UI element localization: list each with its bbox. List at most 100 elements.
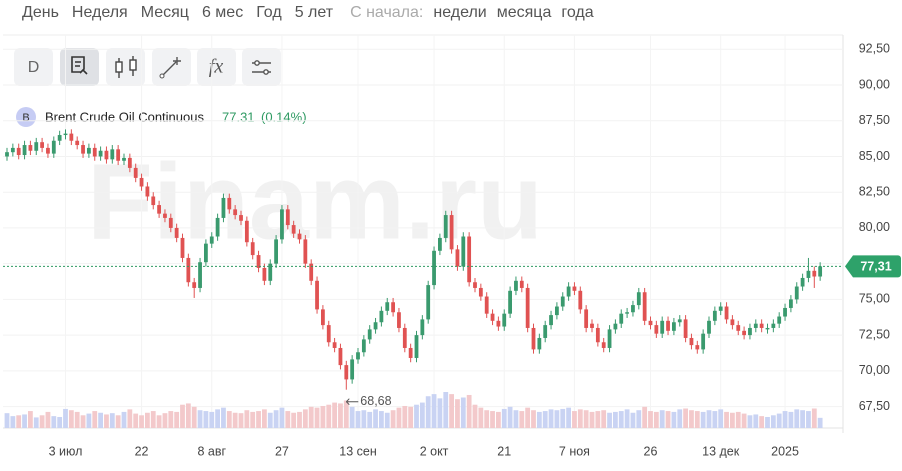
candle-body (549, 315, 553, 326)
candle-body (666, 320, 670, 331)
candle-body (730, 319, 735, 326)
candle-body (256, 255, 261, 268)
volume-bar (86, 413, 92, 428)
volume-bar (730, 412, 735, 428)
candle-body (519, 280, 524, 288)
volume-bar (51, 416, 57, 428)
candle-body (34, 142, 39, 151)
x-tick-label: 13 дек (702, 444, 740, 458)
volume-bar (168, 411, 174, 428)
candle-body (461, 236, 466, 267)
period-option[interactable]: 6 мес (202, 4, 243, 21)
y-tick-label: 80,00 (859, 220, 890, 234)
volume-bar (98, 412, 103, 428)
candle-body (800, 277, 805, 287)
volume-bar (689, 410, 694, 428)
candle-body (285, 209, 290, 226)
candle-body (455, 249, 460, 267)
volume-bar (4, 413, 10, 428)
candle-body (280, 209, 284, 240)
volume-bar (694, 411, 700, 428)
since-option[interactable]: года (561, 4, 593, 21)
candle-body (157, 205, 161, 214)
candle-body (350, 359, 355, 380)
candle-body (484, 296, 489, 314)
volume-bar (285, 411, 291, 428)
candle-body (660, 320, 665, 334)
volume-bar (577, 409, 583, 428)
candle-body (695, 345, 700, 350)
candle-body (402, 327, 407, 348)
volume-bar (800, 410, 805, 428)
volume-bar (279, 407, 285, 428)
volume-bar (250, 411, 256, 428)
since-option[interactable]: месяца (497, 4, 552, 21)
volume-bar (332, 402, 337, 428)
volume-bar (759, 416, 765, 428)
template-button[interactable] (60, 48, 99, 86)
interval-label: D (28, 59, 40, 76)
candle-body (613, 323, 618, 330)
settings-button[interactable] (242, 48, 281, 86)
candle-body (5, 152, 9, 157)
since-option[interactable]: недели (433, 4, 486, 21)
volume-bar (232, 412, 238, 428)
candle-body (572, 286, 577, 291)
period-option[interactable]: 5 лет (295, 4, 334, 21)
volume-bar (648, 411, 653, 428)
y-tick-label: 82,50 (859, 184, 890, 198)
volume-bar (57, 416, 63, 428)
x-tick-label: 26 (644, 444, 658, 458)
volume-bar (297, 411, 302, 428)
period-option[interactable]: Неделя (72, 4, 128, 21)
volume-bar (162, 413, 168, 428)
candle-body (186, 257, 191, 283)
candle-body (10, 147, 15, 153)
indicators-icon: fx (209, 56, 224, 78)
volume-bar (367, 411, 373, 428)
candle-body (192, 282, 197, 288)
candle-body (385, 302, 390, 311)
volume-bar (419, 402, 425, 428)
y-tick-label: 75,00 (859, 292, 890, 306)
volume-bar (782, 411, 788, 428)
volume-bar (437, 398, 443, 428)
candle-body (174, 227, 179, 238)
y-tick-label: 70,00 (859, 363, 890, 377)
y-tick-label: 92,50 (859, 42, 890, 56)
volume-bar (525, 407, 531, 428)
volume-bar (700, 411, 706, 428)
candle-body (771, 323, 776, 328)
volume-bar (414, 404, 419, 428)
period-option[interactable]: Месяц (141, 4, 189, 21)
interval-button[interactable] (14, 48, 53, 86)
candle-body (496, 320, 501, 327)
volume-bar (747, 415, 753, 428)
volume-bar (431, 394, 437, 428)
candle-body (478, 287, 483, 297)
candle-body (204, 243, 208, 263)
volume-bar (519, 411, 525, 428)
candle-body (338, 347, 343, 366)
candle-body (303, 239, 308, 264)
candle-body (414, 335, 419, 358)
candle-body (139, 177, 144, 187)
candle-body (531, 327, 536, 350)
chart-type-button[interactable] (106, 48, 145, 86)
candle-body (98, 150, 103, 157)
volume-bar (408, 406, 414, 428)
candle-body (543, 325, 548, 338)
candle-body (742, 330, 746, 336)
candle-body (250, 242, 255, 256)
candle-body (133, 167, 138, 178)
volume-bar (320, 405, 326, 428)
volume-bar (601, 410, 607, 428)
volume-bar (197, 410, 203, 428)
period-option[interactable]: День (22, 4, 59, 21)
candle-body (601, 342, 606, 348)
candle-body (356, 352, 360, 360)
indicators-button[interactable] (197, 48, 236, 86)
candle-body (87, 147, 91, 154)
period-option[interactable]: Год (256, 4, 282, 21)
candle-body (51, 140, 56, 154)
